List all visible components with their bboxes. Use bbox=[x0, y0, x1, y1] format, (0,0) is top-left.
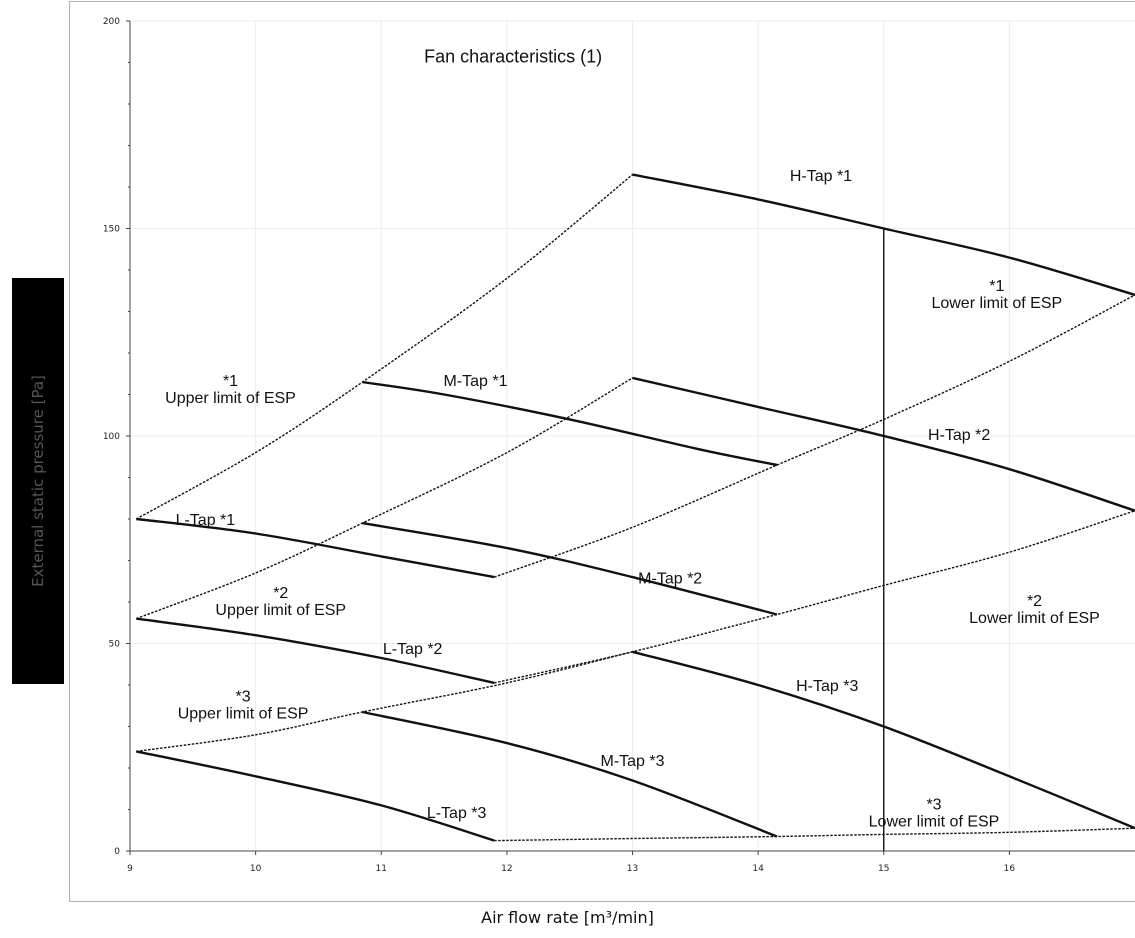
series-l-tap-3 bbox=[136, 750, 495, 842]
series-m-tap-1 bbox=[362, 380, 778, 467]
chart-annotation: M-Tap *2 bbox=[638, 570, 702, 587]
chart-annotation-line: H-Tap *3 bbox=[796, 678, 858, 695]
x-tick-label: 11 bbox=[376, 864, 387, 874]
chart-annotation-line: L-Tap *2 bbox=[383, 641, 443, 658]
chart-annotation: M-Tap *1 bbox=[443, 373, 507, 390]
grid-lines bbox=[130, 20, 1135, 851]
series-l-tap-2 bbox=[136, 617, 495, 685]
y-tick-label: 50 bbox=[109, 640, 121, 650]
series-3-lower-limit-of-esp bbox=[494, 827, 1135, 842]
chart-annotation-line: Lower limit of ESP bbox=[931, 295, 1062, 312]
series-1-upper-limit-of-esp bbox=[135, 174, 633, 520]
x-tick-label: 12 bbox=[501, 864, 512, 874]
chart-annotation: M-Tap *3 bbox=[600, 753, 664, 770]
chart-annotation-line: Fan characteristics (1) bbox=[424, 47, 602, 67]
chart-annotation-line: H-Tap *2 bbox=[928, 427, 990, 444]
chart-annotation-line: *1 bbox=[223, 373, 238, 390]
series-2-lower-limit-of-esp bbox=[494, 510, 1135, 684]
y-tick-label: 200 bbox=[103, 17, 120, 27]
chart-annotation-line: *3 bbox=[236, 689, 251, 706]
chart-annotation: *2 Upper limit of ESP bbox=[215, 585, 346, 619]
series-layer bbox=[135, 173, 1135, 842]
chart-annotation: *1 Lower limit of ESP bbox=[931, 278, 1062, 312]
chart-annotation-line: *2 bbox=[1027, 593, 1042, 610]
annotation-layer: Fan characteristics (1) H-Tap *1 M-Tap *1 L… bbox=[165, 47, 1100, 831]
chart-annotation: H-Tap *2 bbox=[928, 427, 990, 444]
series-m-tap-3 bbox=[362, 710, 778, 838]
chart-annotation-line: *2 bbox=[273, 585, 288, 602]
chart-annotation-line: M-Tap *1 bbox=[443, 373, 507, 390]
chart-annotation-line: L-Tap *3 bbox=[427, 805, 487, 822]
chart-annotation-line: L-Tap *1 bbox=[176, 512, 236, 529]
chart-annotation: *2 Lower limit of ESP bbox=[969, 593, 1100, 627]
chart-annotation: L-Tap *1 bbox=[176, 512, 236, 529]
y-tick-label: 0 bbox=[114, 847, 120, 857]
chart-annotation-line: Upper limit of ESP bbox=[165, 390, 296, 407]
y-axis-label-box: External static pressure [Pa] bbox=[12, 278, 64, 684]
chart-annotation: *3 Upper limit of ESP bbox=[178, 689, 309, 723]
x-tick-label: 14 bbox=[752, 864, 764, 874]
chart-annotation-line: Lower limit of ESP bbox=[869, 814, 1000, 831]
series-3-upper-limit-of-esp bbox=[136, 651, 633, 753]
chart-annotation-line: H-Tap *1 bbox=[790, 168, 852, 185]
y-tick-label: 100 bbox=[103, 432, 120, 442]
axes: 9 10 11 12 13 14 15 16 0 50 100 150 200 bbox=[103, 17, 1135, 874]
x-tick-label: 15 bbox=[878, 864, 889, 874]
chart-annotation: *1 Upper limit of ESP bbox=[165, 373, 296, 407]
x-axis-label: Air flow rate [m³/min] bbox=[481, 908, 654, 927]
chart-annotation: L-Tap *3 bbox=[427, 805, 487, 822]
chart-annotation: *3 Lower limit of ESP bbox=[869, 797, 1000, 831]
plot-frame bbox=[69, 1, 1135, 902]
chart-annotation-line: Upper limit of ESP bbox=[178, 706, 309, 723]
chart-annotation-line: *1 bbox=[989, 278, 1004, 295]
chart-annotation: L-Tap *2 bbox=[383, 641, 443, 658]
x-tick-label: 10 bbox=[250, 864, 262, 874]
chart-annotation-line: Upper limit of ESP bbox=[215, 602, 346, 619]
chart-annotation-line: M-Tap *3 bbox=[600, 753, 664, 770]
chart-annotation-line: M-Tap *2 bbox=[638, 570, 702, 587]
chart-annotation: H-Tap *1 bbox=[790, 168, 852, 185]
chart-annotation-line: *3 bbox=[926, 797, 941, 814]
chart-annotation: H-Tap *3 bbox=[796, 678, 858, 695]
chart-annotation-line: Lower limit of ESP bbox=[969, 610, 1100, 627]
y-tick-label: 150 bbox=[103, 225, 120, 235]
series-m-tap-2 bbox=[362, 521, 778, 616]
x-tick-label: 16 bbox=[1004, 864, 1016, 874]
x-tick-label: 13 bbox=[627, 864, 638, 874]
chart-annotation: Fan characteristics (1) bbox=[424, 47, 602, 67]
y-axis-label: External static pressure [Pa] bbox=[29, 375, 47, 587]
x-tick-label: 9 bbox=[127, 864, 133, 874]
series-1-lower-limit-of-esp bbox=[494, 294, 1135, 578]
